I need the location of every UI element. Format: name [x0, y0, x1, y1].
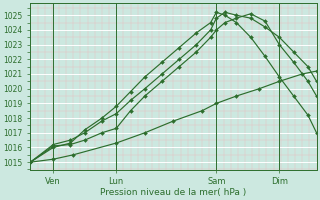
X-axis label: Pression niveau de la mer( hPa ): Pression niveau de la mer( hPa )	[100, 188, 247, 197]
